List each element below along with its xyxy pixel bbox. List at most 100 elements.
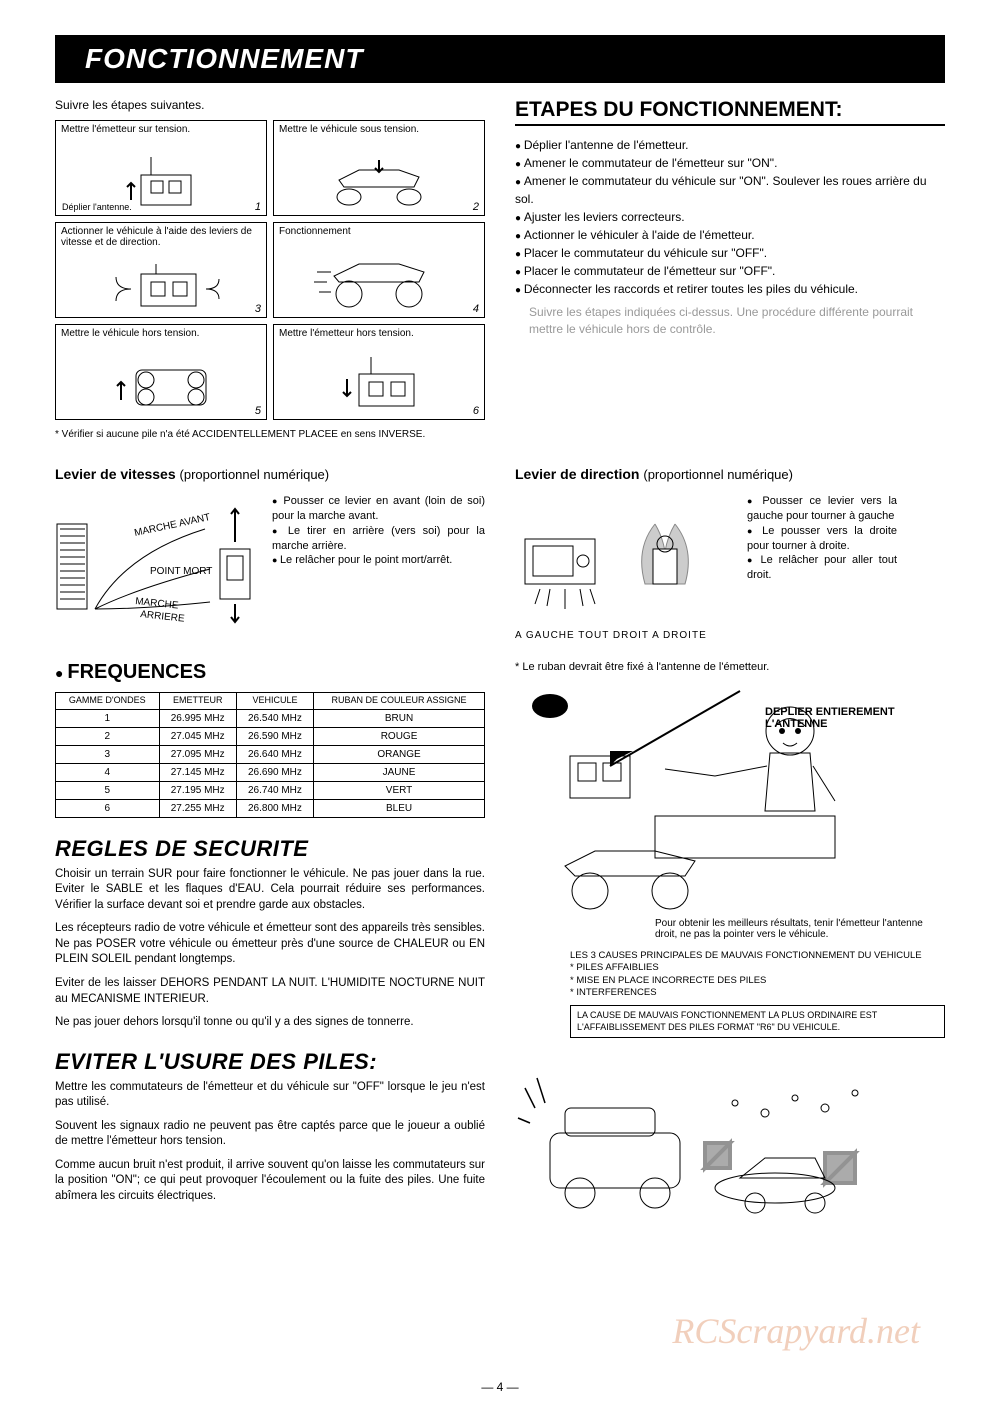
step-number: 2	[473, 201, 479, 213]
lever-direction-section: Levier de direction (proportionnel numér…	[515, 466, 945, 641]
freq-cell: VERT	[314, 781, 485, 799]
freq-cell: 26.800 MHz	[236, 799, 313, 817]
step-box-3: Actionner le véhicule à l'aide des levie…	[55, 222, 267, 318]
lever-item: Le relâcher pour aller tout droit.	[747, 553, 897, 583]
lever-item: Le relâcher pour le point mort/arrêt.	[272, 553, 485, 568]
freq-cell: 26.540 MHz	[236, 709, 313, 727]
rev-label2: ARRIERE	[140, 609, 186, 624]
transmitter-off-icon	[329, 354, 429, 414]
transmitter-icon	[121, 155, 201, 210]
lever-dir-label: Levier de direction	[515, 466, 639, 482]
freq-cell: JAUNE	[314, 763, 485, 781]
freq-cell: 3	[56, 745, 160, 763]
freq-cell: 5	[56, 781, 160, 799]
freq-cell: 2	[56, 727, 160, 745]
step-number: 1	[255, 201, 261, 213]
antenna-deploy-label: DEPLIER ENTIEREMENT L'ANTENNE	[765, 706, 945, 730]
cause-item: * INTERFERENCES	[570, 987, 945, 999]
lever-speed-title: Levier de vitesses (proportionnel numéri…	[55, 466, 485, 482]
freq-cell: 26.995 MHz	[159, 709, 236, 727]
safety-p4: Ne pas jouer dehors lorsqu'il tonne ou q…	[55, 1015, 485, 1031]
freq-cell: BRUN	[314, 709, 485, 727]
lever-item: Le pousser vers la droite pour tourner à…	[747, 524, 897, 554]
freq-header: VEHICULE	[236, 693, 313, 710]
frequency-table: GAMME D'ONDES EMETTEUR VEHICULE RUBAN DE…	[55, 692, 485, 818]
table-row: 527.195 MHz26.740 MHzVERT	[56, 781, 485, 799]
cause-item: * MISE EN PLACE INCORRECTE DES PILES	[570, 975, 945, 987]
table-row: 427.145 MHz26.690 MHzJAUNE	[56, 763, 485, 781]
frequencies-heading: FREQUENCES	[55, 661, 485, 684]
etapes-item: Déplier l'antenne de l'émetteur.	[515, 136, 945, 154]
etapes-item: Placer le commutateur de l'émetteur sur …	[515, 262, 945, 280]
page-title: FONCTIONNEMENT	[55, 35, 945, 83]
page-number: — 4 —	[481, 1380, 518, 1394]
safety-p1: Choisir un terrain SUR pour faire foncti…	[55, 867, 485, 914]
step-number: 5	[255, 405, 261, 417]
freq-cell: 27.255 MHz	[159, 799, 236, 817]
lever-dir-list: Pousser ce levier vers la gauche pour to…	[747, 494, 897, 583]
follow-steps-label: Suivre les étapes suivantes.	[55, 98, 485, 112]
step-number: 4	[473, 303, 479, 315]
lever-item: Pousser ce levier vers la gauche pour to…	[747, 494, 897, 524]
fwd-label: MARCHE AVANT	[133, 512, 211, 539]
battery-p2: Souvent les signaux radio ne peuvent pas…	[55, 1119, 485, 1150]
freq-cell: 1	[56, 709, 160, 727]
lever-item: Le tirer en arrière (vers soi) pour la m…	[272, 524, 485, 554]
running-vehicle-icon	[309, 252, 449, 312]
right-column: ETAPES DU FONCTIONNEMENT: Déplier l'ante…	[515, 98, 945, 441]
freq-header: RUBAN DE COULEUR ASSIGNE	[314, 693, 485, 710]
table-row: 327.095 MHz26.640 MHzORANGE	[56, 745, 485, 763]
etapes-item: Amener le commutateur de l'émetteur sur …	[515, 154, 945, 172]
etapes-item: Amener le commutateur du véhicule sur "O…	[515, 172, 945, 208]
lever-dir-paren: (proportionnel numérique)	[643, 467, 793, 482]
causes-heading: LES 3 CAUSES PRINCIPALES DE MAUVAIS FONC…	[570, 950, 945, 962]
cause-item: * PILES AFFAIBLIES	[570, 962, 945, 974]
freq-cell: 27.195 MHz	[159, 781, 236, 799]
lever-speed-label: Levier de vitesses	[55, 466, 176, 482]
step-footnote: * Vérifier si aucune pile n'a été ACCIDE…	[55, 428, 485, 441]
etapes-item: Placer le commutateur du véhicule sur "O…	[515, 244, 945, 262]
step-number: 3	[255, 303, 261, 315]
step-box-2: Mettre le véhicule sous tension. 2	[273, 120, 485, 216]
table-row: 126.995 MHz26.540 MHzBRUN	[56, 709, 485, 727]
freq-cell: 4	[56, 763, 160, 781]
freq-cell: 27.045 MHz	[159, 727, 236, 745]
step-box-4: Fonctionnement 4	[273, 222, 485, 318]
step-text: Actionner le véhicule à l'aide des levie…	[61, 226, 261, 248]
step-box-6: Mettre l'émetteur hors tension. 6	[273, 324, 485, 420]
safety-heading: REGLES DE SECURITE	[55, 836, 485, 862]
step-number: 6	[473, 405, 479, 417]
battery-p3: Comme aucun bruit n'est produit, il arri…	[55, 1158, 485, 1205]
step-text: Mettre l'émetteur sur tension.	[61, 124, 261, 135]
lever-dir-title: Levier de direction (proportionnel numér…	[515, 466, 945, 482]
battery-p1: Mettre les commutateurs de l'émetteur et…	[55, 1080, 485, 1111]
safety-p2: Les récepteurs radio de votre véhicule e…	[55, 921, 485, 968]
etapes-list: Déplier l'antenne de l'émetteur. Amener …	[515, 136, 945, 298]
freq-cell: ORANGE	[314, 745, 485, 763]
causes-block: LES 3 CAUSES PRINCIPALES DE MAUVAIS FONC…	[570, 950, 945, 999]
etapes-item: Ajuster les leviers correcteurs.	[515, 208, 945, 226]
cause-box: LA CAUSE DE MAUVAIS FONCTIONNEMENT LA PL…	[570, 1005, 945, 1038]
step-text: Fonctionnement	[279, 226, 479, 237]
etapes-note: Suivre les étapes indiquées ci-dessus. U…	[529, 304, 945, 338]
antenna-column: * Le ruban devrait être fixé à l'antenne…	[515, 661, 945, 1231]
step-sublabel: Déplier l'antenne.	[62, 202, 132, 212]
step-box-1: Mettre l'émetteur sur tension. Déplier l…	[55, 120, 267, 216]
freq-cell: 6	[56, 799, 160, 817]
step-text: Mettre le véhicule hors tension.	[61, 328, 261, 339]
freq-cell: 26.640 MHz	[236, 745, 313, 763]
battery-heading: EVITER L'USURE DES PILES:	[55, 1049, 485, 1075]
freq-cell: BLEU	[314, 799, 485, 817]
freq-cell: 27.145 MHz	[159, 763, 236, 781]
table-row: 627.255 MHz26.800 MHzBLEU	[56, 799, 485, 817]
etapes-heading: ETAPES DU FONCTIONNEMENT:	[515, 98, 945, 126]
lever-item: Pousser ce levier en avant (loin de soi)…	[272, 494, 485, 524]
steering-icon	[101, 262, 221, 312]
neutral-label: POINT MORT	[150, 566, 212, 577]
freq-cell: ROUGE	[314, 727, 485, 745]
freq-cell: 26.740 MHz	[236, 781, 313, 799]
freq-header: EMETTEUR	[159, 693, 236, 710]
table-row: 227.045 MHz26.590 MHzROUGE	[56, 727, 485, 745]
freq-safety-column: FREQUENCES GAMME D'ONDES EMETTEUR VEHICU…	[55, 661, 485, 1231]
lever-speed-list: Pousser ce levier en avant (loin de soi)…	[272, 494, 485, 568]
